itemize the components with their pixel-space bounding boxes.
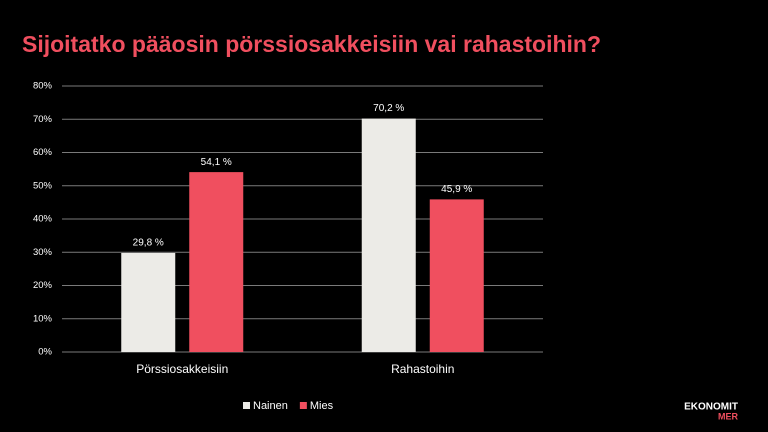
bar — [429, 199, 484, 352]
logo-text: EKONOMIT — [684, 402, 738, 413]
bar — [121, 252, 176, 352]
y-tick-label: 60% — [33, 147, 53, 158]
y-tick-label: 10% — [33, 313, 53, 324]
y-tick-label: 40% — [33, 214, 53, 225]
chart-title: Sijoitatko pääosin pörssiosakkeisiin vai… — [22, 31, 601, 57]
legend-label: Nainen — [253, 400, 288, 412]
value-label: 29,8 % — [133, 238, 164, 249]
y-tick-label: 0% — [38, 347, 52, 358]
y-tick-label: 30% — [33, 247, 53, 258]
x-tick-label: Rahastoihin — [391, 362, 454, 376]
value-label: 54,1 % — [201, 157, 232, 168]
legend-swatch — [243, 402, 250, 409]
y-tick-label: 80% — [33, 81, 53, 92]
y-tick-label: 70% — [33, 114, 53, 125]
legend-swatch — [299, 402, 307, 409]
value-label: 45,9 % — [441, 184, 472, 195]
y-tick-label: 50% — [33, 180, 53, 191]
bar — [189, 172, 244, 352]
y-tick-label: 20% — [33, 280, 53, 291]
logo-text: MER — [718, 411, 739, 421]
bar — [361, 118, 416, 353]
x-tick-label: Pörssiosakkeisiin — [136, 362, 228, 376]
value-label: 70,2 % — [373, 103, 404, 114]
legend-label: Mies — [310, 400, 334, 412]
